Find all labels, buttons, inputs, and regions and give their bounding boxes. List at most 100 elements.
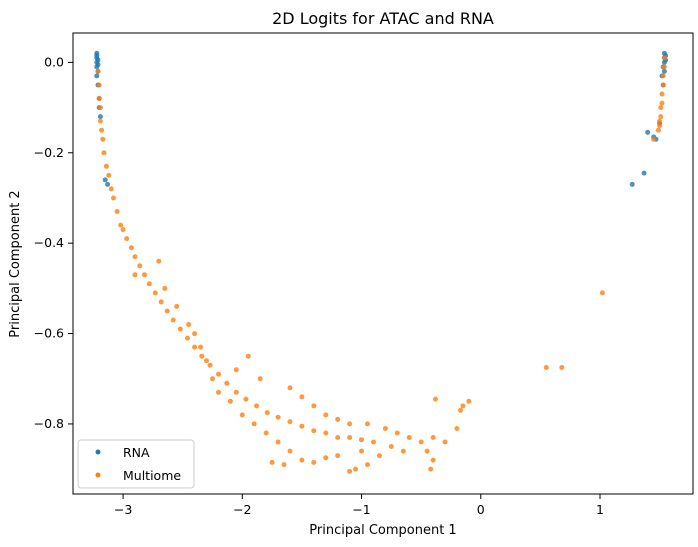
- x-tick-label: −2: [233, 502, 251, 517]
- multiome-point: [114, 209, 120, 214]
- legend-label-rna: RNA: [123, 445, 150, 460]
- multiome-point: [192, 331, 198, 337]
- multiome-point: [335, 416, 341, 422]
- multiome-point: [371, 439, 376, 445]
- multiome-point: [199, 353, 205, 359]
- multiome-point: [353, 466, 359, 472]
- multiome-point: [657, 118, 663, 124]
- multiome-point: [245, 353, 251, 359]
- multiome-point: [311, 459, 317, 465]
- multiome-point: [185, 335, 190, 341]
- multiome-point: [192, 344, 198, 350]
- multiome-point: [142, 272, 147, 278]
- rna-point: [102, 177, 108, 183]
- multiome-point: [657, 123, 663, 129]
- multiome-point: [299, 394, 305, 400]
- multiome-point: [204, 358, 209, 364]
- rna-point: [94, 73, 100, 79]
- multiome-point: [335, 435, 341, 440]
- multiome-point: [233, 389, 239, 395]
- y-tick-label: −0.8: [34, 416, 64, 431]
- multiome-point: [152, 290, 158, 296]
- multiome-point: [430, 435, 436, 440]
- multiome-point: [198, 344, 204, 350]
- multiome-point: [118, 222, 124, 228]
- multiome-point: [111, 195, 116, 201]
- multiome-point: [442, 439, 448, 445]
- multiome-point: [239, 412, 245, 418]
- multiome-point: [96, 96, 102, 101]
- multiome-point: [146, 281, 152, 287]
- multiome-point: [275, 439, 281, 445]
- multiome-point: [97, 118, 103, 124]
- multiome-point: [599, 290, 605, 296]
- multiome-point: [454, 426, 460, 431]
- multiome-point: [376, 453, 382, 459]
- multiome-point: [281, 462, 287, 468]
- multiome-point: [382, 426, 388, 431]
- multiome-point: [428, 466, 434, 472]
- multiome-point: [388, 444, 394, 449]
- multiome-point: [323, 430, 329, 436]
- legend-label-multiome: Multiome: [123, 468, 181, 483]
- multiome-point: [97, 105, 103, 111]
- rna-point: [661, 68, 667, 74]
- y-tick-label: −0.6: [34, 326, 64, 341]
- multiome-point: [162, 285, 168, 291]
- multiome-point: [311, 403, 317, 409]
- multiome-point: [559, 365, 565, 370]
- rna-point: [629, 181, 635, 187]
- multiome-point: [210, 376, 215, 382]
- multiome-point: [347, 421, 353, 427]
- multiome-point: [216, 389, 221, 395]
- multiome-point: [323, 455, 329, 461]
- x-tick-label: 0: [477, 502, 485, 517]
- multiome-point: [424, 448, 430, 454]
- multiome-point: [660, 73, 666, 79]
- multiome-point: [224, 380, 230, 386]
- multiome-point: [158, 299, 164, 305]
- multiome-point: [100, 136, 106, 142]
- multiome-point: [263, 430, 269, 436]
- multiome-point: [655, 127, 661, 133]
- multiome-point: [170, 317, 176, 323]
- multiome-point: [186, 322, 192, 327]
- multiome-point: [659, 91, 665, 97]
- y-tick-label: −0.4: [34, 235, 64, 250]
- multiome-point: [96, 82, 102, 88]
- multiome-point: [103, 163, 109, 169]
- rna-point: [105, 181, 111, 187]
- multiome-point: [132, 272, 138, 278]
- multiome-point: [95, 68, 101, 74]
- multiome-point: [658, 114, 664, 120]
- multiome-point: [359, 448, 364, 454]
- multiome-point: [251, 421, 257, 427]
- chart-title: 2D Logits for ATAC and RNA: [272, 9, 494, 28]
- multiome-point: [347, 468, 353, 474]
- multiome-point: [287, 448, 293, 454]
- multiome-point: [347, 435, 353, 440]
- multiome-point: [365, 421, 370, 427]
- rna-point: [641, 170, 647, 176]
- x-tick-label: −3: [114, 502, 132, 517]
- rna-point: [94, 64, 100, 70]
- legend: RNA Multiome: [77, 439, 195, 489]
- multiome-point: [458, 407, 463, 413]
- y-tick-label: −0.2: [34, 145, 64, 160]
- multiome-point: [108, 186, 114, 192]
- multiome-point: [394, 430, 400, 436]
- multiome-point: [660, 82, 666, 88]
- multiome-point: [132, 254, 138, 260]
- multiome-point: [543, 365, 549, 370]
- multiome-point: [460, 403, 466, 409]
- multiome-point: [174, 303, 180, 309]
- multiome-point: [128, 245, 134, 251]
- y-axis-label: Principal Component 2: [8, 190, 23, 337]
- multiome-point: [177, 326, 183, 332]
- multiome-point: [466, 398, 472, 404]
- y-tick-label: 0.0: [44, 54, 64, 69]
- rna-point: [645, 129, 651, 135]
- multiome-point: [137, 263, 143, 269]
- multiome-point: [299, 423, 305, 429]
